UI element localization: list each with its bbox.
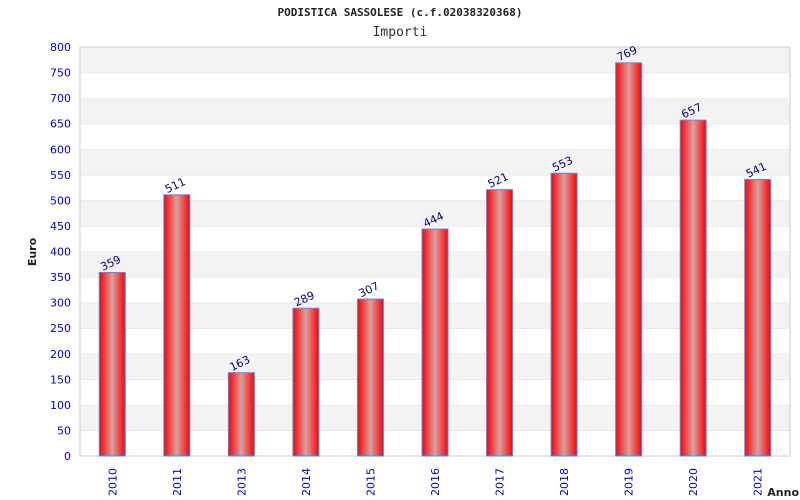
y-tick-label: 350 (50, 271, 71, 284)
x-tick-label: 2010 (106, 468, 119, 496)
grid-band (80, 98, 790, 124)
y-tick-label: 500 (50, 194, 71, 207)
x-tick-label: 2017 (494, 468, 507, 496)
y-tick-label: 750 (50, 67, 71, 80)
bar (163, 194, 191, 457)
y-tick-label: 250 (50, 322, 71, 335)
bar (744, 178, 772, 457)
grid-band (80, 200, 790, 226)
chart-subtitle: Importi (372, 25, 428, 40)
x-tick-label: 2016 (429, 468, 442, 496)
x-tick-label: 2019 (623, 468, 636, 496)
bar (550, 172, 578, 457)
bar (615, 62, 643, 457)
bar (292, 307, 320, 457)
grid-band (80, 123, 790, 150)
grid-band (80, 47, 790, 73)
y-tick-label: 100 (50, 399, 71, 412)
y-tick-label: 450 (50, 220, 71, 233)
x-tick-label: 2011 (171, 468, 184, 496)
y-tick-label: 400 (50, 246, 71, 259)
y-tick-label: 550 (50, 169, 71, 182)
y-tick-label: 0 (64, 450, 71, 463)
grid-band (80, 149, 790, 175)
x-tick-label: 2015 (364, 468, 377, 496)
x-tick-label: 2014 (300, 468, 313, 496)
x-tick-label: 2020 (687, 468, 700, 496)
y-axis-label: Euro (26, 237, 39, 266)
y-tick-label: 800 (50, 41, 71, 54)
y-tick-label: 600 (50, 143, 71, 156)
bar (486, 189, 514, 457)
y-tick-label: 50 (57, 424, 71, 437)
y-tick-label: 300 (50, 297, 71, 310)
y-tick-label: 200 (50, 348, 71, 361)
x-tick-label: 2018 (558, 468, 571, 496)
y-tick-label: 700 (50, 92, 71, 105)
grid-band (80, 72, 790, 99)
chart-title: PODISTICA SASSOLESE (c.f.02038320368) (277, 6, 523, 19)
grid-band (80, 174, 790, 201)
bar (421, 228, 449, 457)
x-tick-label: 2013 (235, 468, 248, 496)
y-tick-label: 650 (50, 118, 71, 131)
bar (227, 372, 255, 457)
bar (98, 271, 126, 457)
y-tick-label: 150 (50, 373, 71, 386)
x-axis-label: Anno (767, 486, 799, 499)
bar (679, 119, 707, 457)
x-tick-label: 2021 (752, 468, 765, 496)
bar (356, 298, 384, 457)
